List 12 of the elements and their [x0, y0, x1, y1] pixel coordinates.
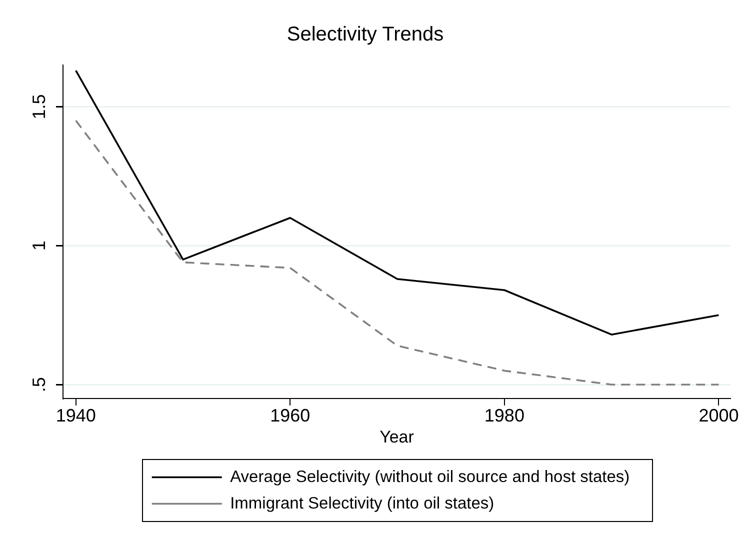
x-axis-title: Year	[380, 427, 414, 446]
line-series	[74, 120, 720, 386]
x-tick-label: 2000	[698, 405, 739, 426]
x-tick-label: 1980	[484, 405, 524, 426]
x-tick-label: 1940	[56, 405, 96, 426]
y-tick-label: 1	[28, 240, 49, 251]
y-tick-label: 1.5	[28, 94, 49, 120]
legend-label: Immigrant Selectivity (into oil states)	[230, 494, 494, 512]
x-tick-label: 1960	[270, 405, 310, 426]
y-tick-label: .5	[28, 377, 49, 392]
chart-title: Selectivity Trends	[286, 24, 444, 46]
legend-label: Average Selectivity (without oil source and host states)	[230, 468, 630, 486]
